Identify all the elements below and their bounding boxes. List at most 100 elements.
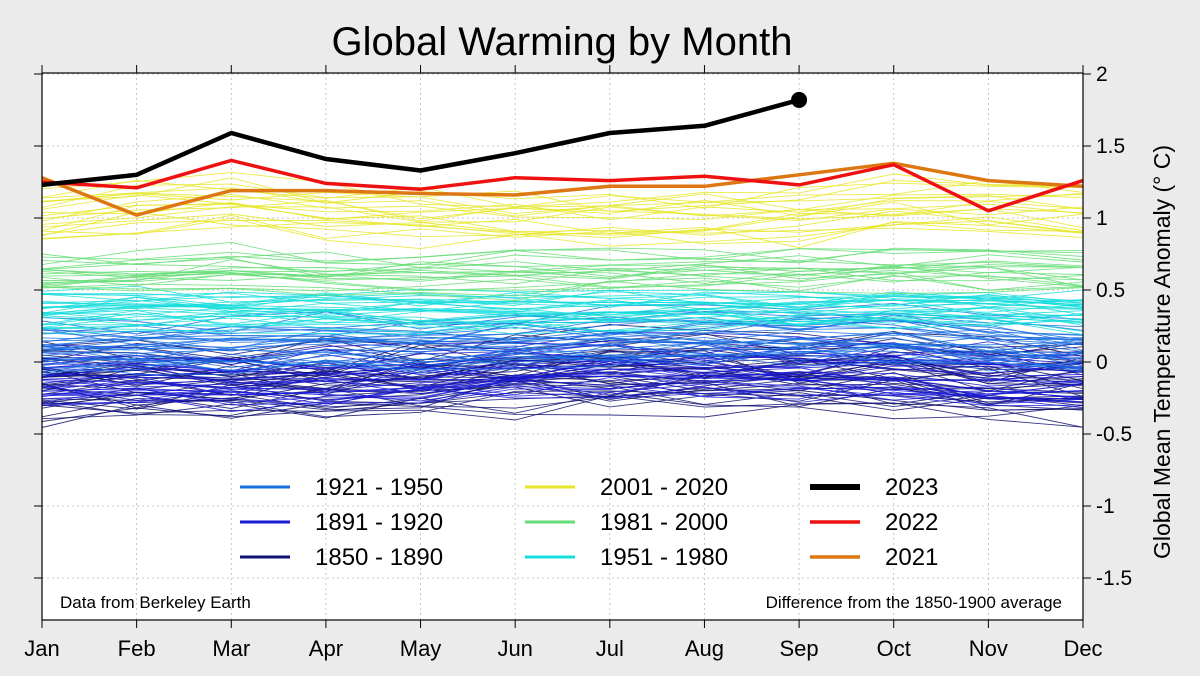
year-line-1891-1920 — [41, 368, 1084, 401]
x-tick-label-jul: Jul — [596, 636, 624, 661]
year-line-2001-2020 — [41, 192, 1084, 221]
year-line-2001-2020 — [41, 199, 1084, 222]
year-line-1891-1920 — [41, 372, 1084, 404]
year-line-1921-1950 — [41, 345, 1084, 363]
year-line-1850-1890 — [41, 395, 1084, 428]
x-tick-label-feb: Feb — [118, 636, 156, 661]
year-line-1951-1980 — [41, 306, 1084, 323]
series-marker-2023 — [791, 91, 808, 108]
year-line-1981-2000 — [41, 271, 1084, 292]
year-line-1891-1920 — [41, 375, 1084, 398]
year-line-2001-2020 — [41, 216, 1084, 247]
year-line-2001-2020 — [41, 206, 1084, 225]
series-line-2021 — [41, 161, 1084, 217]
year-line-1850-1890 — [41, 402, 1084, 428]
highlight-lines — [41, 91, 1084, 217]
year-line-1850-1890 — [41, 378, 1084, 414]
year-line-2001-2020 — [41, 200, 1084, 220]
year-line-1981-2000 — [41, 274, 1084, 297]
x-tick-label-dec: Dec — [1063, 636, 1102, 661]
year-line-1981-2000 — [41, 275, 1084, 292]
y-tick-label-1: 1 — [1096, 207, 1108, 230]
x-tick-label-mar: Mar — [212, 636, 250, 661]
plot-frame — [41, 72, 1084, 621]
year-line-1981-2000 — [41, 257, 1084, 278]
legend: 1921 - 1950 1891 - 1920 1850 - 1890 2001 - … — [240, 474, 938, 571]
year-line-1981-2000 — [41, 271, 1084, 291]
year-line-1951-1980 — [41, 316, 1084, 336]
chart-title: Global Warming by Month — [332, 20, 793, 64]
legend-label-2022: 2022 — [885, 509, 938, 536]
y-tick-label-2: 2 — [1096, 63, 1108, 86]
period-lines — [41, 171, 1084, 428]
year-line-1891-1920 — [41, 355, 1084, 384]
year-line-1921-1950 — [41, 328, 1084, 351]
baseline-note: Difference from the 1850-1900 average — [766, 593, 1062, 612]
year-line-1951-1980 — [41, 317, 1084, 333]
y-tick-label--1.5: -1.5 — [1096, 567, 1132, 590]
year-line-1981-2000 — [41, 266, 1084, 288]
year-line-1921-1950 — [41, 344, 1084, 372]
year-line-1891-1920 — [41, 386, 1084, 412]
year-line-1921-1950 — [41, 317, 1084, 348]
year-line-1891-1920 — [41, 376, 1084, 407]
legend-label-1951-1980: 1951 - 1980 — [600, 544, 728, 571]
legend-label-2023: 2023 — [885, 474, 938, 501]
year-line-1951-1980 — [41, 307, 1084, 326]
axis-ticks: Jan Feb Mar Apr May Jun Jul Aug Sep Oct Nov Dec 2 1.5… — [24, 63, 1132, 661]
x-tick-label-jan: Jan — [24, 636, 59, 661]
year-line-1981-2000 — [41, 248, 1084, 266]
year-line-1951-1980 — [41, 317, 1084, 335]
year-line-1921-1950 — [41, 319, 1084, 341]
source-note: Data from Berkeley Earth — [60, 593, 251, 612]
year-line-1891-1920 — [41, 371, 1084, 397]
legend-label-1850-1890: 1850 - 1890 — [315, 544, 443, 571]
year-line-1921-1950 — [41, 346, 1084, 376]
x-tick-label-apr: Apr — [309, 636, 343, 661]
year-line-2001-2020 — [41, 171, 1084, 208]
y-tick-label--0.5: -0.5 — [1096, 423, 1132, 446]
year-line-1951-1980 — [41, 311, 1084, 329]
year-line-2001-2020 — [41, 213, 1084, 238]
year-line-1951-1980 — [41, 310, 1084, 325]
x-tick-label-oct: Oct — [877, 636, 911, 661]
x-tick-label-aug: Aug — [685, 636, 724, 661]
legend-label-2021: 2021 — [885, 544, 938, 571]
year-line-1891-1920 — [41, 381, 1084, 402]
year-line-1951-1980 — [41, 291, 1084, 308]
year-line-1951-1980 — [41, 313, 1084, 330]
series-line-2022 — [41, 158, 1084, 213]
year-line-1921-1950 — [41, 347, 1084, 376]
year-line-1921-1950 — [41, 332, 1084, 353]
x-tick-label-nov: Nov — [969, 636, 1008, 661]
year-line-1951-1980 — [41, 296, 1084, 315]
year-line-1951-1980 — [41, 312, 1084, 328]
year-line-1951-1980 — [41, 300, 1084, 316]
year-line-1891-1920 — [41, 361, 1084, 391]
legend-label-1891-1920: 1891 - 1920 — [315, 509, 443, 536]
year-line-1891-1920 — [41, 350, 1084, 377]
x-tick-label-jun: Jun — [497, 636, 532, 661]
y-tick-label-0: 0 — [1096, 351, 1108, 374]
legend-label-1921-1950: 1921 - 1950 — [315, 474, 443, 501]
y-tick-label--1: -1 — [1096, 495, 1115, 518]
year-line-1951-1980 — [41, 285, 1084, 303]
y-tick-label-0.5: 0.5 — [1096, 279, 1125, 302]
year-line-1921-1950 — [41, 336, 1084, 352]
year-line-1951-1980 — [41, 307, 1084, 327]
year-line-1921-1950 — [41, 354, 1084, 369]
year-line-1981-2000 — [41, 241, 1084, 266]
legend-label-2001-2020: 2001 - 2020 — [600, 474, 728, 501]
year-line-2001-2020 — [41, 201, 1084, 236]
series-line-2023 — [41, 97, 800, 188]
year-line-2001-2020 — [41, 179, 1084, 208]
year-line-2001-2020 — [41, 177, 1084, 209]
year-line-1891-1920 — [41, 379, 1084, 407]
year-line-1891-1920 — [41, 383, 1084, 405]
year-line-1981-2000 — [41, 280, 1084, 301]
year-line-1981-2000 — [41, 260, 1084, 277]
year-line-2001-2020 — [41, 217, 1084, 250]
year-line-1850-1890 — [41, 387, 1084, 409]
y-tick-label-1.5: 1.5 — [1096, 135, 1125, 158]
